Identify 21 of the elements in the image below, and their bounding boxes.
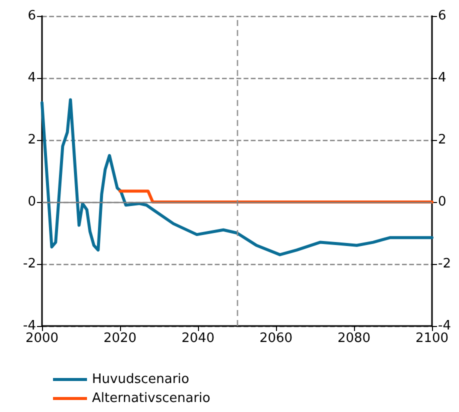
y2-tick-label: 2 bbox=[438, 132, 446, 148]
y-tick-label: 2 bbox=[28, 132, 36, 148]
x-tick-label: 2100 bbox=[415, 331, 449, 346]
y2-tick-label: 4 bbox=[438, 70, 446, 86]
line-series bbox=[40, 98, 434, 256]
y2-tick-label: -2 bbox=[438, 256, 451, 272]
y-tick-label: 6 bbox=[28, 8, 36, 24]
legend-label: Huvudscenario bbox=[92, 372, 190, 387]
x-tick-label: 2000 bbox=[25, 331, 59, 346]
y-tick-label: -2 bbox=[23, 256, 36, 272]
legend-label: Alternativscenario bbox=[92, 391, 210, 406]
x-tick-label: 2020 bbox=[103, 331, 137, 346]
y2-tick-label: -4 bbox=[438, 318, 451, 334]
x-tick-label: 2060 bbox=[259, 331, 293, 346]
y-tick-label: 0 bbox=[28, 194, 36, 210]
y2-tick-label: 0 bbox=[438, 194, 446, 210]
y-tick-label: -4 bbox=[23, 318, 36, 334]
y2-tick-label: 6 bbox=[438, 8, 446, 24]
x-tick-label: 2040 bbox=[181, 331, 215, 346]
x-tick-label: 2080 bbox=[337, 331, 371, 346]
y-tick-label: 4 bbox=[28, 70, 36, 86]
